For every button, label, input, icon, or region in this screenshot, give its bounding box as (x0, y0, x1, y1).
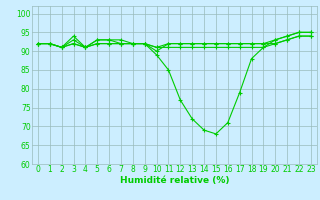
X-axis label: Humidité relative (%): Humidité relative (%) (120, 176, 229, 185)
